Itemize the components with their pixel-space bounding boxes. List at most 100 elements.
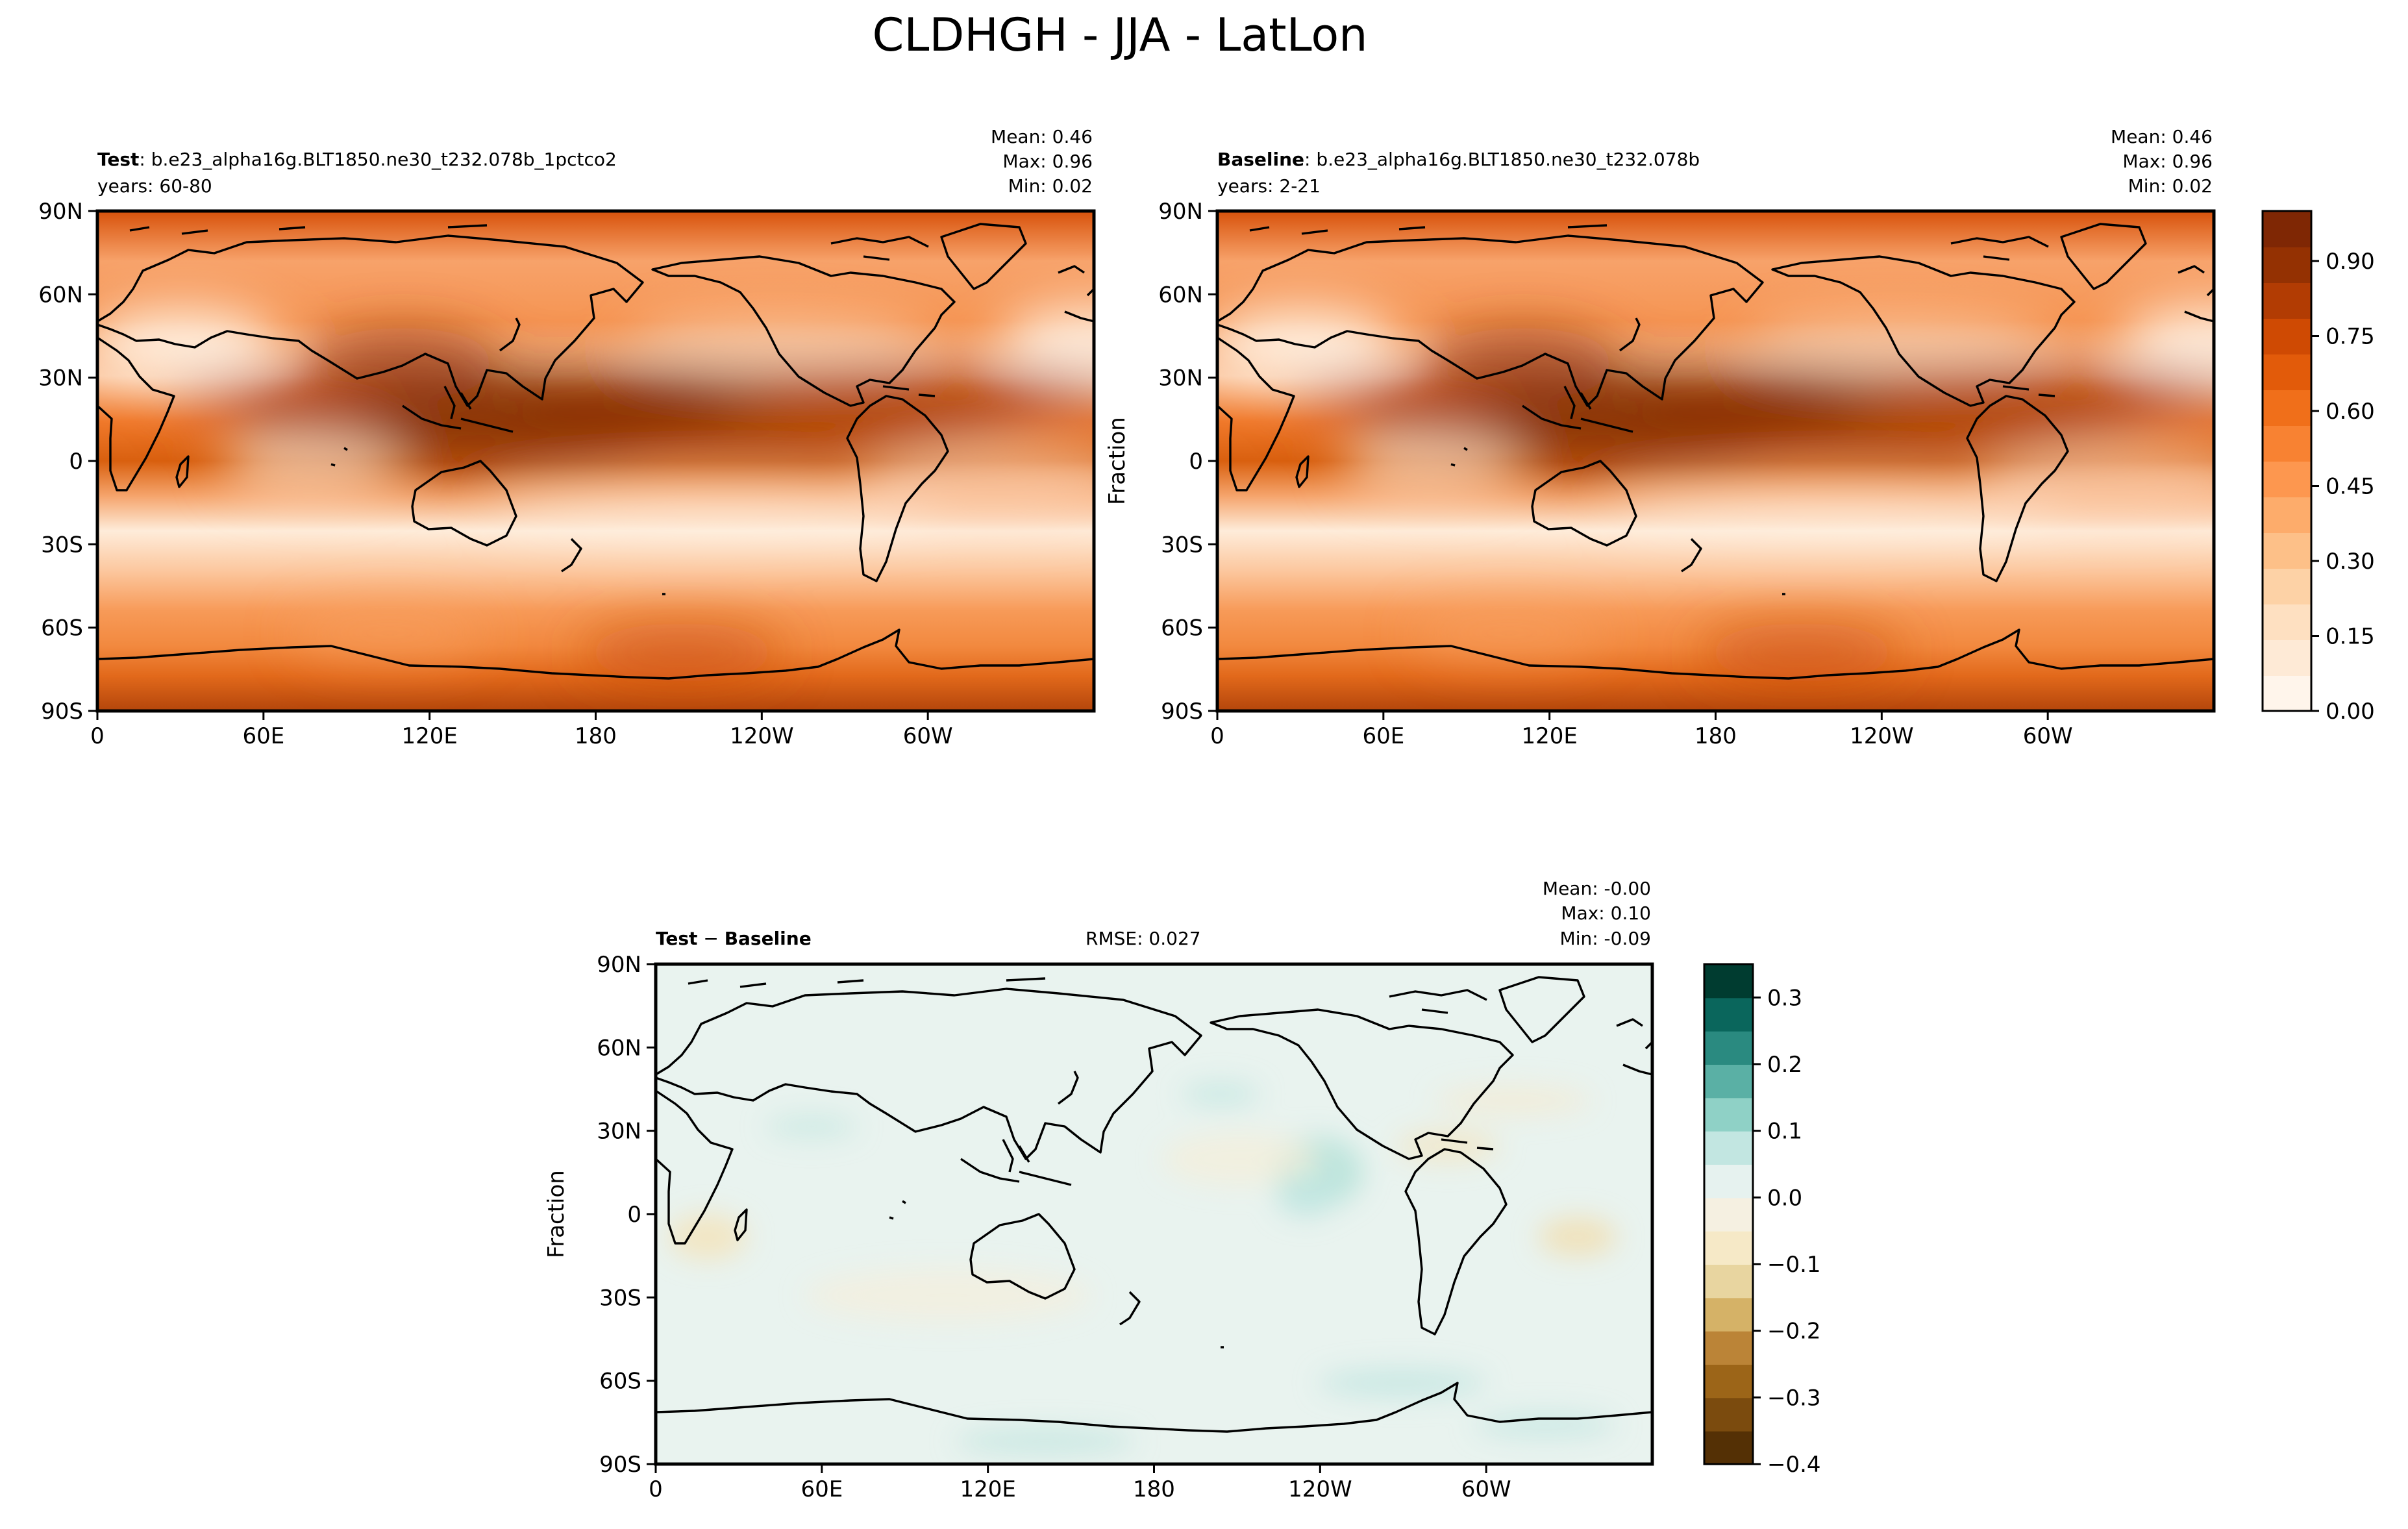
- diff-title: Test − Baseline: [656, 928, 812, 949]
- baseline-xtick-label: 180: [1694, 723, 1737, 749]
- diff-colorbar-segment: [1704, 1130, 1753, 1165]
- baseline-ytick-label: 60S: [1161, 615, 1203, 641]
- diff-colorbar-segment: [1704, 1164, 1753, 1199]
- test-map-field: [97, 211, 1094, 711]
- diff-colorbar-label: −0.2: [1767, 1319, 1821, 1345]
- baseline-colorbar-segment: [2263, 568, 2311, 604]
- panel-test: Test: b.e23_alpha16g.BLT1850.ne30_t232.0…: [38, 126, 1096, 749]
- baseline-ytick-label: 0: [1189, 449, 1203, 475]
- baseline-colorbar-label: 0.00: [2326, 699, 2375, 725]
- test-title-bold: Test: [97, 149, 139, 170]
- baseline-ytick-label: 30S: [1161, 532, 1203, 558]
- baseline-title-bold: Baseline: [1217, 149, 1304, 170]
- diff-colorbar-label: 0.3: [1767, 985, 1802, 1011]
- baseline-colorbar-frame: [2261, 210, 2313, 712]
- diff-stat-max: Max: 0.10: [1561, 902, 1651, 924]
- test-stat-min: Min: 0.02: [1008, 175, 1093, 197]
- baseline-ytick-label: 60N: [1158, 282, 1203, 308]
- diff-xtick-label: 0: [649, 1476, 663, 1502]
- baseline-xtick-label: 60W: [2023, 723, 2073, 749]
- baseline-colorbar-segment: [2263, 354, 2311, 390]
- diff-ylabel: Fraction: [543, 1170, 569, 1258]
- baseline-xtick-label: 120E: [1521, 723, 1577, 749]
- diff-colorbar-segment: [1704, 1297, 1753, 1332]
- diff-colorbar-label: 0.1: [1767, 1119, 1802, 1145]
- test-subtitle: years: 60-80: [97, 175, 212, 197]
- baseline-colorbar-segment: [2263, 211, 2311, 247]
- diff-colorbar-segment: [1704, 1364, 1753, 1398]
- diff-colorbar-segment: [1704, 964, 1753, 999]
- baseline-title: Baseline: b.e23_alpha16g.BLT1850.ne30_t2…: [1217, 149, 1700, 170]
- baseline-xtick-label: 120W: [1850, 723, 1914, 749]
- diff-colorbar-label: −0.4: [1767, 1452, 1821, 1478]
- test-xtick-label: 180: [575, 723, 617, 749]
- test-stat-mean: Mean: 0.46: [991, 126, 1093, 147]
- baseline-stat-min: Min: 0.02: [2128, 175, 2213, 197]
- baseline-colorbar-segment: [2263, 640, 2311, 676]
- diff-title-bold: Test: [656, 928, 697, 949]
- baseline-xtick-label: 60E: [1362, 723, 1404, 749]
- test-title-rest: : b.e23_alpha16g.BLT1850.ne30_t232.078b_…: [139, 149, 616, 170]
- diff-ytick-label: 30S: [599, 1285, 641, 1311]
- baseline-ytick-label: 30N: [1158, 366, 1203, 392]
- test-ytick-label: 90S: [41, 699, 83, 725]
- test-ytick-label: 30N: [38, 366, 83, 392]
- diff-colorbar-segment: [1704, 1197, 1753, 1232]
- panel-diff: Test − Baseline RMSE: 0.027 Mean: -0.00 …: [543, 878, 1821, 1502]
- panel-baseline: Baseline: b.e23_alpha16g.BLT1850.ne30_t2…: [1104, 126, 2375, 749]
- test-ytick-label: 90N: [38, 199, 83, 225]
- test-stat-max: Max: 0.96: [1002, 151, 1093, 172]
- baseline-colorbar: 0.00 0.15 0.30 0.45 0.60 0.75 0.90: [2261, 210, 2375, 725]
- diff-colorbar: −0.4 −0.3 −0.2 −0.1 0.0 0.1 0.2 0.3: [1703, 963, 1821, 1478]
- diff-stat-min: Min: -0.09: [1560, 928, 1651, 949]
- test-xtick-label: 120E: [401, 723, 457, 749]
- baseline-ylabel: Fraction: [1104, 417, 1130, 505]
- diff-title-bold2: Baseline: [725, 928, 812, 949]
- diff-colorbar-label: −0.3: [1767, 1385, 1821, 1411]
- baseline-colorbar-segment: [2263, 497, 2311, 533]
- baseline-colorbar-segment: [2263, 390, 2311, 426]
- baseline-stat-mean: Mean: 0.46: [2111, 126, 2213, 147]
- baseline-subtitle: years: 2-21: [1217, 175, 1321, 197]
- diff-colorbar-segment: [1704, 1430, 1753, 1465]
- baseline-colorbar-label: 0.15: [2326, 624, 2375, 650]
- test-xtick-label: 60E: [242, 723, 284, 749]
- test-title: Test: b.e23_alpha16g.BLT1850.ne30_t232.0…: [97, 149, 617, 170]
- diff-title-mid: −: [697, 928, 724, 949]
- baseline-ytick-label: 90N: [1158, 199, 1203, 225]
- diff-axes: 0 60E 120E 180 120W 60W 90N 60N 30N 0 30S 60S 90S: [597, 952, 1511, 1502]
- test-ytick-label: 60S: [41, 615, 83, 641]
- baseline-colorbar-segment: [2263, 247, 2311, 283]
- diff-colorbar-label: 0.2: [1767, 1052, 1802, 1078]
- test-ytick-label: 0: [69, 449, 83, 475]
- baseline-xtick-label: 0: [1210, 723, 1224, 749]
- baseline-colorbar-segment: [2263, 604, 2311, 640]
- diff-ytick-label: 30N: [597, 1119, 641, 1145]
- diff-colorbar-segment: [1704, 1264, 1753, 1299]
- diff-colorbar-label: −0.1: [1767, 1252, 1821, 1278]
- baseline-colorbar-segment: [2263, 532, 2311, 569]
- diff-colorbar-segment: [1704, 997, 1753, 1032]
- baseline-map-field: [1217, 211, 2214, 711]
- diff-colorbar-segment: [1704, 1397, 1753, 1432]
- baseline-ytick-label: 90S: [1161, 699, 1203, 725]
- diff-colorbar-segment: [1704, 1330, 1753, 1365]
- test-xtick-label: 0: [90, 723, 105, 749]
- test-ytick-label: 60N: [38, 282, 83, 308]
- diff-ytick-label: 90N: [597, 952, 641, 978]
- baseline-colorbar-label: 0.75: [2326, 324, 2375, 350]
- baseline-colorbar-label: 0.90: [2326, 249, 2375, 275]
- diff-ytick-label: 60N: [597, 1035, 641, 1061]
- baseline-colorbar-label: 0.30: [2326, 549, 2375, 575]
- diff-ytick-label: 60S: [599, 1369, 641, 1395]
- baseline-colorbar-segment: [2263, 461, 2311, 497]
- baseline-colorbar-segment: [2263, 282, 2311, 319]
- baseline-colorbar-label: 0.60: [2326, 399, 2375, 425]
- test-xtick-label: 60W: [903, 723, 953, 749]
- diff-colorbar-label: 0.0: [1767, 1185, 1802, 1211]
- baseline-colorbar-label: 0.45: [2326, 474, 2375, 500]
- baseline-colorbar-segment: [2263, 675, 2311, 712]
- test-xtick-label: 120W: [730, 723, 794, 749]
- diff-colorbar-segment: [1704, 1030, 1753, 1065]
